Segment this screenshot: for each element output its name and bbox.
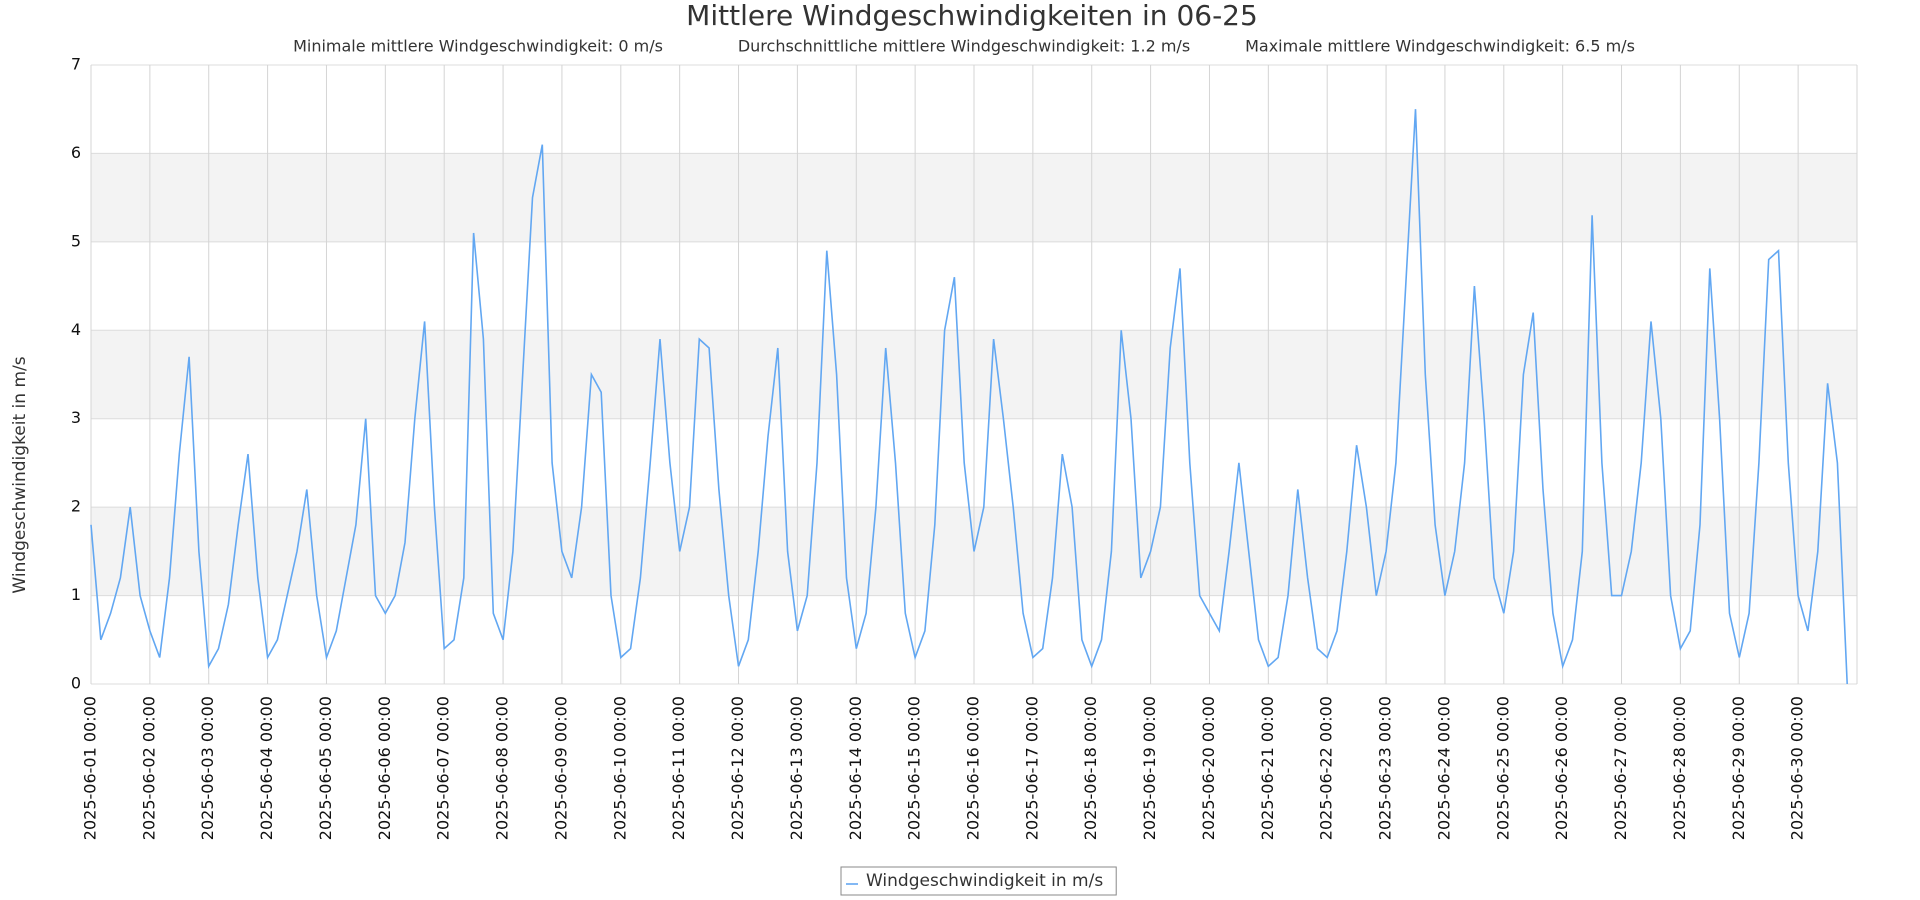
x-tick-label: 2025-06-23 00:00 xyxy=(1376,696,1395,840)
legend: Windgeschwindigkeit in m/s xyxy=(840,866,1117,896)
legend-box xyxy=(840,866,1117,896)
x-tick-label: 2025-06-28 00:00 xyxy=(1670,696,1689,840)
x-tick-label: 2025-06-12 00:00 xyxy=(728,696,747,840)
x-tick-label: 2025-06-04 00:00 xyxy=(257,696,276,840)
y-tick-label: 1 xyxy=(71,585,81,604)
x-tick-label: 2025-06-19 00:00 xyxy=(1140,696,1159,840)
y-tick-label: 6 xyxy=(71,143,81,162)
y-axis-label: Windgeschwindigkeit in m/s xyxy=(10,356,30,593)
x-tick-label: 2025-06-22 00:00 xyxy=(1317,696,1336,840)
y-tick-label: 2 xyxy=(71,497,81,516)
stat-avg: Durchschnittliche mittlere Windgeschwind… xyxy=(738,37,1190,56)
x-tick-label: 2025-06-10 00:00 xyxy=(610,696,629,840)
x-tick-label: 2025-06-08 00:00 xyxy=(493,696,512,840)
x-tick-label: 2025-06-14 00:00 xyxy=(846,696,865,840)
x-tick-label: 2025-06-13 00:00 xyxy=(787,696,806,840)
x-tick-label: 2025-06-07 00:00 xyxy=(434,696,453,840)
x-tick-label: 2025-06-06 00:00 xyxy=(375,696,394,840)
x-tick-label: 2025-06-05 00:00 xyxy=(316,696,335,840)
stat-min: Minimale mittlere Windgeschwindigkeit: 0… xyxy=(293,37,663,56)
y-tick-label: 5 xyxy=(71,231,81,250)
y-tick-label: 7 xyxy=(71,55,81,74)
x-tick-label: 2025-06-26 00:00 xyxy=(1552,696,1571,840)
x-tick-label: 2025-06-02 00:00 xyxy=(139,696,158,840)
x-tick-label: 2025-06-17 00:00 xyxy=(1022,696,1041,840)
y-tick-label: 4 xyxy=(71,320,81,339)
y-tick-label: 3 xyxy=(71,408,81,427)
x-tick-label: 2025-06-09 00:00 xyxy=(551,696,570,840)
x-tick-label: 2025-06-20 00:00 xyxy=(1199,696,1218,840)
stat-max: Maximale mittlere Windgeschwindigkeit: 6… xyxy=(1245,37,1635,56)
x-tick-label: 2025-06-03 00:00 xyxy=(198,696,217,840)
x-tick-label: 2025-06-15 00:00 xyxy=(905,696,924,840)
x-tick-label: 2025-06-29 00:00 xyxy=(1729,696,1748,840)
x-tick-label: 2025-06-27 00:00 xyxy=(1611,696,1630,840)
y-tick-label: 0 xyxy=(71,674,81,693)
x-tick-label: 2025-06-01 00:00 xyxy=(81,696,100,840)
x-tick-label: 2025-06-24 00:00 xyxy=(1434,696,1453,840)
x-tick-label: 2025-06-16 00:00 xyxy=(964,696,983,840)
x-tick-label: 2025-06-21 00:00 xyxy=(1258,696,1277,840)
x-tick-label: 2025-06-25 00:00 xyxy=(1493,696,1512,840)
legend-label: Windgeschwindigkeit in m/s xyxy=(866,871,1103,891)
x-tick-label: 2025-06-18 00:00 xyxy=(1081,696,1100,840)
x-tick-label: 2025-06-30 00:00 xyxy=(1788,696,1807,840)
x-tick-label: 2025-06-11 00:00 xyxy=(669,696,688,840)
data-line xyxy=(90,109,1848,685)
chart-title: Mittlere Windgeschwindigkeiten in 06-25 xyxy=(686,0,1258,32)
